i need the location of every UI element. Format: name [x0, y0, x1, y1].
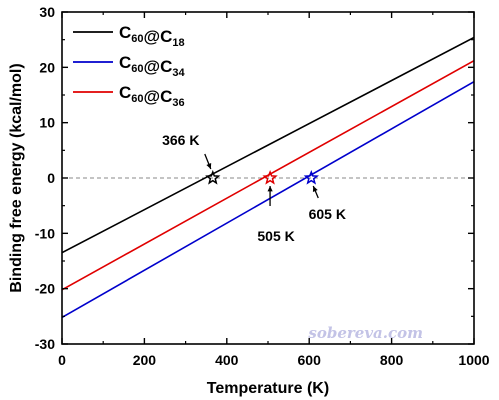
x-tick-label: 800 — [380, 352, 404, 368]
y-tick-label: -10 — [35, 225, 55, 241]
y-axis-title: Binding free energy (kcal/mol) — [8, 63, 25, 292]
x-axis-title: Temperature (K) — [207, 380, 329, 397]
annotation-label-0: 366 K — [162, 132, 199, 148]
y-tick-label: -30 — [35, 336, 55, 352]
x-tick-label: 0 — [58, 352, 66, 368]
annotation-label-1: 505 K — [257, 228, 294, 244]
x-tick-label: 400 — [215, 352, 239, 368]
annotation-arrowhead-0 — [206, 163, 212, 169]
x-tick-label: 600 — [298, 352, 322, 368]
legend-label-0: C60@C18 — [119, 23, 185, 49]
star-marker-2 — [303, 169, 319, 185]
legend-label-2: C60@C36 — [119, 83, 185, 109]
legend: C60@C18 C60@C34 C60@C36 — [73, 23, 186, 109]
series-layer — [62, 36, 474, 319]
x-tick-label: 1000 — [458, 352, 489, 368]
annotation-arrowhead-2 — [312, 186, 318, 192]
y-tick-label: 20 — [39, 59, 55, 75]
tick-layer: 0 200 400 600 800 1000 -30 -20 -10 0 10 20 30 — [35, 4, 490, 368]
y-tick-label: 10 — [39, 115, 55, 131]
watermark: sobereva.com — [308, 324, 423, 342]
legend-label-1: C60@C34 — [119, 53, 186, 79]
annotation-label-2: 605 K — [309, 206, 346, 222]
annotation-arrowhead-1 — [267, 186, 273, 192]
series-line-1 — [62, 81, 474, 319]
annotation-layer: 366 K 505 K 605 K — [162, 132, 346, 244]
y-tick-label: 0 — [47, 170, 55, 186]
series-line-0 — [62, 36, 474, 254]
x-tick-label: 200 — [133, 352, 157, 368]
y-tick-label: 30 — [39, 4, 55, 20]
star-marker-1 — [262, 169, 278, 185]
y-tick-label: -20 — [35, 281, 55, 297]
star-marker-0 — [205, 169, 221, 185]
